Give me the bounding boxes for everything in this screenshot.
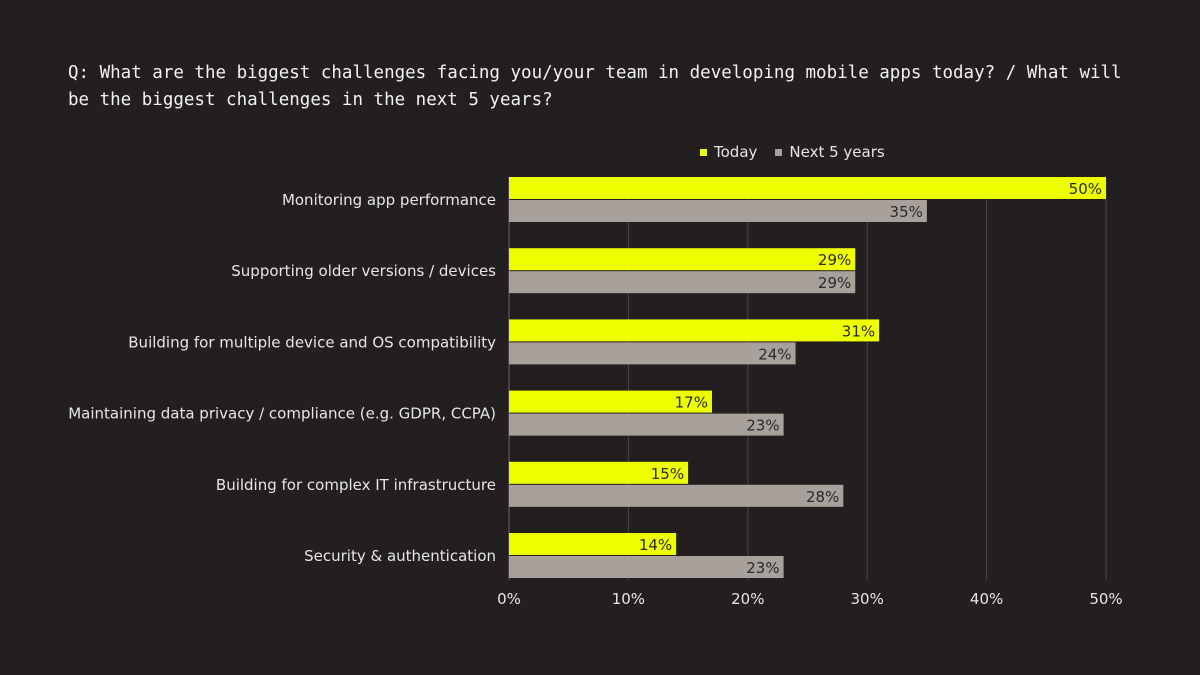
- data-label: 14%: [639, 536, 672, 554]
- legend-swatch-today: [700, 148, 707, 156]
- bar-today: [509, 319, 880, 342]
- data-label: 31%: [842, 322, 875, 340]
- data-label: 35%: [890, 203, 923, 221]
- x-tick-label: 40%: [970, 590, 1003, 608]
- data-label: 50%: [1069, 180, 1102, 198]
- x-tick-label: 10%: [612, 590, 645, 608]
- data-label: 28%: [806, 488, 839, 506]
- legend-item-today: Today: [700, 143, 757, 161]
- bar-next-5-years: [509, 556, 784, 578]
- data-label: 15%: [651, 465, 684, 483]
- legend-swatch-next-5-years: [775, 148, 783, 156]
- bar-today: [509, 177, 1106, 199]
- category-label: Building for multiple device and OS comp…: [128, 333, 496, 351]
- data-label: 23%: [746, 417, 779, 435]
- data-label: 29%: [818, 251, 851, 269]
- category-label: Supporting older versions / devices: [231, 262, 496, 280]
- bar-next-5-years: [509, 200, 927, 222]
- bar-next-5-years: [509, 342, 796, 365]
- legend-label-today: Today: [714, 143, 758, 161]
- legend-item-next-5-years: Next 5 years: [775, 143, 885, 161]
- legend: Today Next 5 years: [700, 143, 885, 161]
- bar-next-5-years: [509, 271, 856, 294]
- data-label: 17%: [675, 394, 708, 412]
- x-tick-label: 20%: [731, 590, 764, 608]
- bar-today: [509, 461, 689, 484]
- category-label: Security & authentication: [304, 547, 496, 565]
- data-label: 24%: [758, 345, 791, 363]
- bar-today: [509, 248, 856, 271]
- category-label: Maintaining data privacy / compliance (e…: [68, 405, 496, 423]
- data-label: 23%: [746, 559, 779, 577]
- data-label: 29%: [818, 274, 851, 292]
- bar-today: [509, 533, 677, 555]
- legend-label-next-5-years: Next 5 years: [789, 143, 885, 161]
- chart-title: Q: What are the biggest challenges facin…: [68, 63, 1122, 110]
- bar-next-5-years: [509, 484, 844, 507]
- category-label: Building for complex IT infrastructure: [216, 476, 496, 494]
- x-tick-label: 30%: [851, 590, 884, 608]
- x-tick-label: 0%: [497, 590, 521, 608]
- category-label: Monitoring app performance: [282, 191, 496, 209]
- bar-next-5-years: [509, 413, 784, 436]
- x-tick-label: 50%: [1089, 590, 1122, 608]
- bar-today: [509, 390, 712, 413]
